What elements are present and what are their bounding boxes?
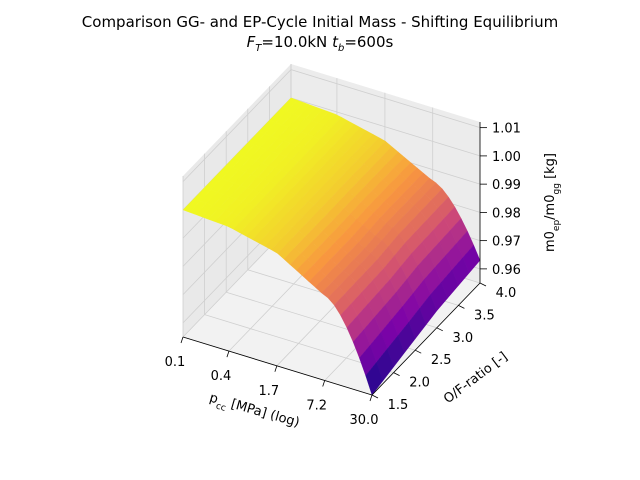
y-tick-label: 2.5 [431, 353, 452, 368]
x-axis-label: pcc [MPa] (log) [207, 391, 302, 435]
y-tick [371, 394, 379, 399]
y-tick-label: 4.0 [496, 286, 517, 301]
chart-subtitle: FT=10.0kN tb=600s [0, 33, 640, 54]
axes [182, 122, 481, 396]
z-axis-label: m0ep/m0gg [kg] [543, 153, 562, 252]
x-axis-line [182, 336, 373, 396]
x-tick [180, 336, 184, 344]
z-tick-label: 0.98 [492, 206, 521, 221]
y-tick [393, 372, 400, 376]
y-axis-label: O/F-ratio [-] [441, 349, 511, 407]
x-tick-label: 1.7 [259, 384, 280, 399]
z-tick-label: 0.99 [492, 178, 521, 193]
y-tick [436, 327, 443, 332]
x-tick-label: 7.2 [306, 398, 327, 413]
z-tick-label: 0.96 [492, 263, 521, 278]
z-tick-label: 0.97 [492, 235, 521, 250]
y-tick [458, 305, 465, 309]
surface [182, 97, 481, 396]
x-tick-label: 30.0 [350, 413, 379, 428]
surface-patch [365, 361, 384, 396]
x-tick [274, 365, 278, 372]
subtitle-text: FT=10.0kN tb=600s [246, 33, 394, 54]
gridline-z [182, 69, 481, 182]
y-tick-label: 2.0 [409, 376, 430, 391]
y-tick [415, 349, 422, 354]
y-axis-line [371, 282, 481, 396]
y-tick-label: 3.5 [474, 308, 495, 323]
y-tick-label: 3.0 [452, 331, 473, 346]
y-tick [479, 282, 487, 287]
x-tick [369, 394, 373, 402]
tick-labels: 0.1 0.4 1.7 7.2 30.0 1.52.02.53.03.54.0 0.96 0.… [165, 122, 521, 428]
x-tick [322, 380, 326, 387]
x-tick [226, 350, 230, 358]
x-tick-label: 0.4 [211, 369, 232, 384]
y-tick-label: 1.5 [388, 398, 409, 413]
z-tick-label: 1.00 [492, 150, 521, 165]
chart-title: Comparison GG- and EP-Cycle Initial Mass… [81, 13, 559, 31]
z-tick-label: 1.01 [492, 122, 521, 137]
x-tick-label: 0.1 [165, 355, 186, 370]
